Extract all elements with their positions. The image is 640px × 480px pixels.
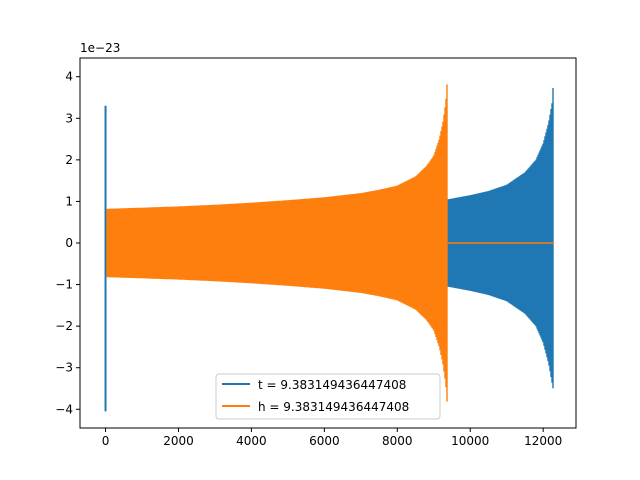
y-tick-label: −3 <box>55 361 73 375</box>
series-h <box>106 84 555 402</box>
x-tick-label: 2000 <box>163 434 194 448</box>
series-h-oscillation <box>106 84 448 402</box>
y-tick-label: 3 <box>65 111 73 125</box>
x-tick-label: 8000 <box>382 434 413 448</box>
y-tick-label: 0 <box>65 236 73 250</box>
legend-label-h: h = 9.383149436447408 <box>258 400 409 414</box>
y-tick-label: −2 <box>55 319 73 333</box>
plot-layer <box>104 84 555 412</box>
y-tick-label: −4 <box>55 402 73 416</box>
x-tick-label: 10000 <box>451 434 489 448</box>
x-tick-label: 4000 <box>236 434 267 448</box>
y-tick-label: 1 <box>65 194 73 208</box>
legend-box <box>215 373 441 420</box>
y-tick-label: −1 <box>55 278 73 292</box>
y-tick-label: 4 <box>65 70 73 84</box>
x-axis: 0 2000 4000 6000 8000 10000 12000 <box>102 428 562 448</box>
legend: t = 9.383149436447408 h = 9.383149436447… <box>215 373 441 420</box>
x-tick-label: 6000 <box>309 434 340 448</box>
x-tick-label: 0 <box>102 434 110 448</box>
x-tick-label: 12000 <box>524 434 562 448</box>
y-axis: −4 −3 −2 −1 0 1 2 3 4 <box>55 70 80 416</box>
y-tick-label: 2 <box>65 153 73 167</box>
legend-label-t: t = 9.383149436447408 <box>258 378 406 392</box>
y-offset-label: 1e−23 <box>80 41 120 55</box>
